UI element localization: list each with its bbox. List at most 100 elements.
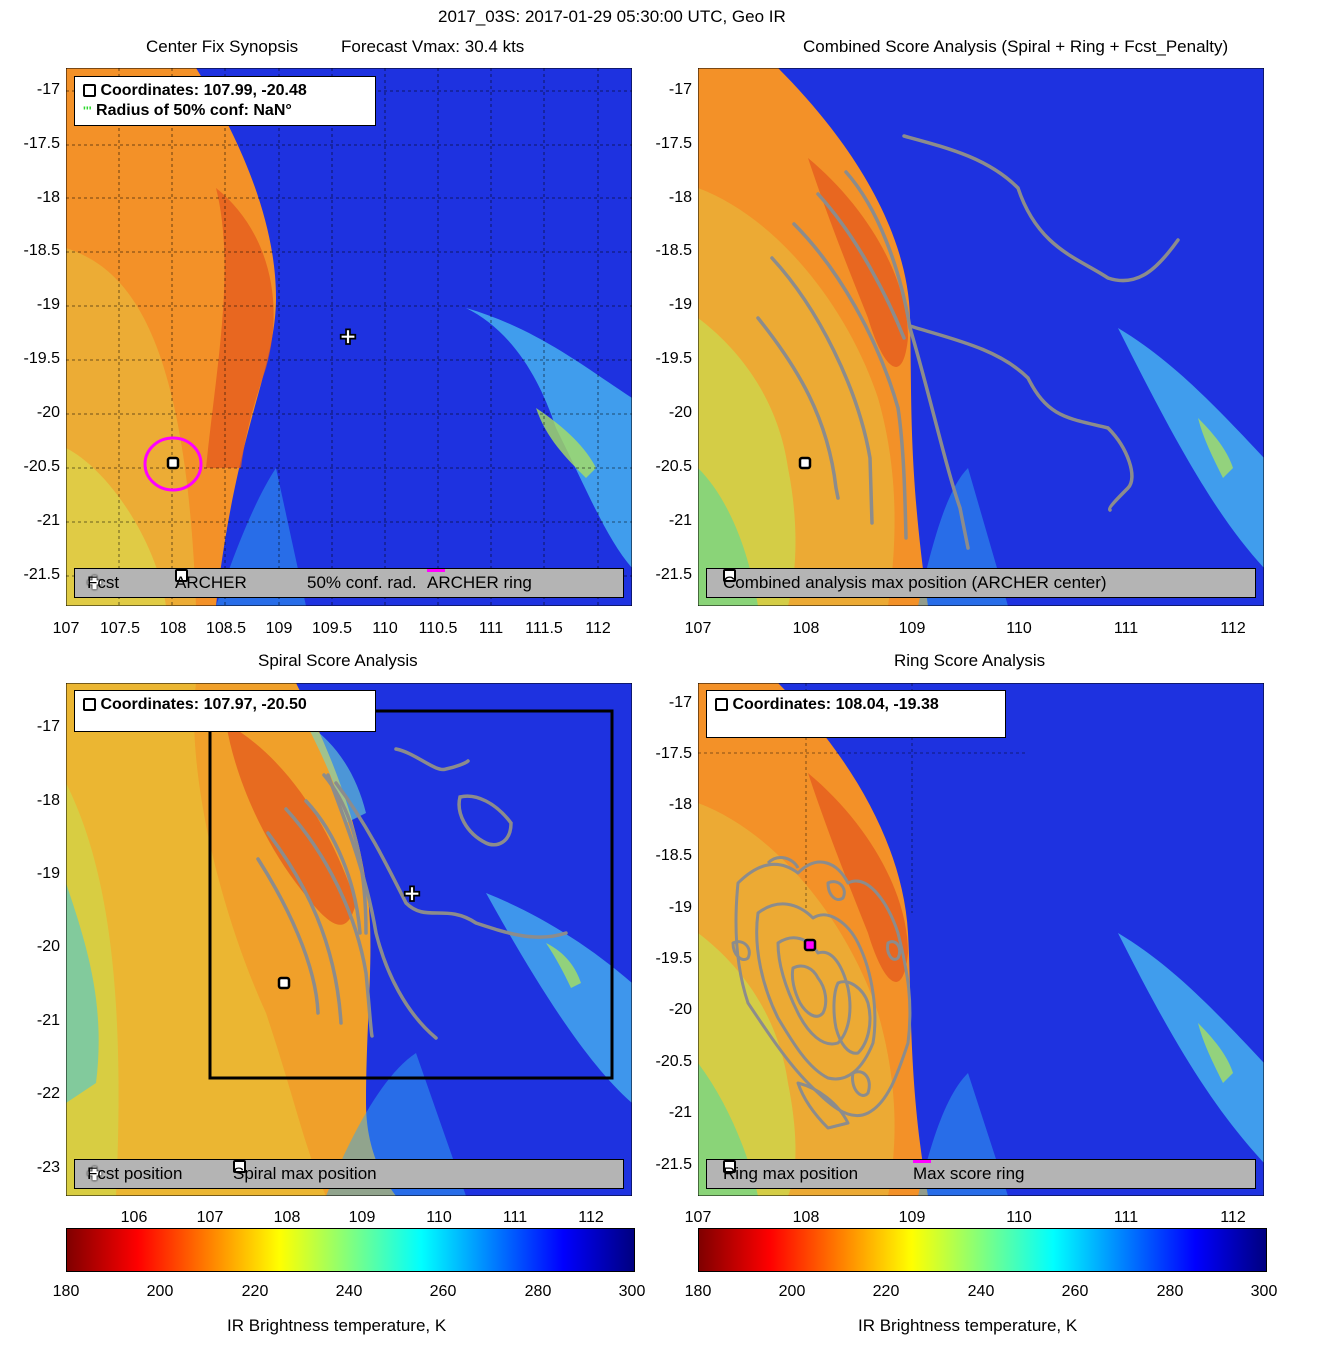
br-y-tick--19: -19 bbox=[668, 899, 692, 916]
br-y-tick--18: -18 bbox=[668, 796, 692, 813]
square-icon bbox=[723, 569, 736, 582]
fcst-marker: ✚ bbox=[340, 327, 357, 349]
bl-y-tick--23: -23 bbox=[36, 1159, 60, 1176]
bl-x-tick-110: 110 bbox=[426, 1209, 452, 1226]
bl-info-box: Coordinates: 107.97, -20.50 bbox=[74, 690, 376, 732]
br-y-tick--20.5: -20.5 bbox=[655, 1053, 692, 1070]
tl-y-tick--20.5: -20.5 bbox=[23, 458, 60, 475]
bl-legend: ✚ Fcst position Spiral max position bbox=[74, 1159, 624, 1189]
tl-x-tick-109.5: 109.5 bbox=[311, 620, 353, 637]
br-y-tick--21: -21 bbox=[668, 1104, 692, 1121]
legend-archer: ARCHER bbox=[175, 573, 247, 592]
tl-x-tick-111: 111 bbox=[478, 620, 504, 637]
tl-x-tick-110: 110 bbox=[372, 620, 398, 637]
legend-archer-ring: ARCHER ring bbox=[427, 573, 532, 592]
br-info-box: Coordinates: 108.04, -19.38 bbox=[706, 690, 1006, 738]
cbar-l-tick-180: 180 bbox=[52, 1283, 80, 1300]
cbar-r-tick-260: 260 bbox=[1061, 1283, 1089, 1300]
bl-y-tick--17: -17 bbox=[36, 718, 60, 735]
tl-y-tick--17.5: -17.5 bbox=[23, 135, 60, 152]
br-y-tick--17.5: -17.5 bbox=[655, 745, 692, 762]
bl-fcst-marker: ✚ bbox=[404, 884, 421, 906]
br-y-tick--17: -17 bbox=[668, 694, 692, 711]
colorbar-left bbox=[66, 1228, 635, 1272]
br-plot-area: Coordinates: 108.04, -19.38 Ring max pos… bbox=[698, 683, 1264, 1196]
archer-marker bbox=[166, 456, 180, 470]
tr-contours bbox=[756, 134, 1180, 550]
br-legend: Ring max position Max score ring bbox=[706, 1159, 1256, 1189]
tl-radius: Radius of 50% conf: NaN° bbox=[96, 102, 292, 119]
legend-ring-max: Ring max position bbox=[723, 1164, 859, 1183]
tl-y-tick--19: -19 bbox=[36, 296, 60, 313]
tl-x-tick-107: 107 bbox=[52, 620, 80, 637]
tl-y-tick--18.5: -18.5 bbox=[23, 242, 60, 259]
br-x-tick-109: 109 bbox=[898, 1209, 926, 1226]
bl-x-tick-108: 108 bbox=[273, 1209, 301, 1226]
tl-x-tick-112: 112 bbox=[585, 620, 611, 637]
br-x-tick-111: 111 bbox=[1113, 1209, 1139, 1226]
tr-max-marker bbox=[798, 456, 812, 470]
figure-title: 2017_03S: 2017-01-29 05:30:00 UTC, Geo I… bbox=[438, 7, 786, 26]
bl-plot-area: ✚ Coordinates: 107.97, -20.50 ✚ Fcst pos… bbox=[66, 683, 632, 1196]
tl-title-left: Center Fix Synopsis bbox=[146, 37, 299, 56]
bl-y-tick--20: -20 bbox=[36, 938, 60, 955]
br-coordinates: Coordinates: 108.04, -19.38 bbox=[732, 696, 939, 713]
tl-y-tick--21: -21 bbox=[36, 512, 60, 529]
tr-x-tick-110: 110 bbox=[1006, 620, 1032, 637]
tl-plot-area: ✚ Coordinates: 107.99, -20.48 ''' Radius… bbox=[66, 68, 632, 606]
ring-max-marker bbox=[803, 938, 817, 952]
br-x-tick-108: 108 bbox=[792, 1209, 820, 1226]
square-icon bbox=[715, 698, 728, 712]
tr-x-tick-111: 111 bbox=[1113, 620, 1139, 637]
tl-y-tick--18: -18 bbox=[36, 189, 60, 206]
cbar-l-tick-280: 280 bbox=[524, 1283, 552, 1300]
legend-fcst-position: Fcst position bbox=[87, 1164, 183, 1183]
tr-title: Combined Score Analysis (Spiral + Ring +… bbox=[803, 37, 1229, 56]
tr-y-tick--17: -17 bbox=[668, 81, 692, 98]
square-icon bbox=[175, 569, 188, 582]
cbar-l-tick-220: 220 bbox=[241, 1283, 269, 1300]
tr-y-tick--21.5: -21.5 bbox=[655, 566, 692, 583]
tl-y-tick--17: -17 bbox=[36, 81, 60, 98]
cbar-r-tick-280: 280 bbox=[1156, 1283, 1184, 1300]
bl-contours bbox=[256, 747, 568, 1040]
tr-y-tick--19: -19 bbox=[668, 296, 692, 313]
bl-x-tick-109: 109 bbox=[348, 1209, 376, 1226]
colorbar-right bbox=[698, 1228, 1267, 1272]
bl-title: Spiral Score Analysis bbox=[258, 651, 418, 670]
tl-x-tick-109: 109 bbox=[265, 620, 293, 637]
cbar-r-tick-180: 180 bbox=[684, 1283, 712, 1300]
legend-conf-rad: 50% conf. rad. bbox=[307, 573, 417, 592]
tr-y-tick--19.5: -19.5 bbox=[655, 350, 692, 367]
tr-y-tick--17.5: -17.5 bbox=[655, 135, 692, 152]
bl-y-tick--19: -19 bbox=[36, 865, 60, 882]
legend-max-score-ring: Max score ring bbox=[913, 1164, 1025, 1183]
br-x-tick-110: 110 bbox=[1006, 1209, 1032, 1226]
tl-legend: ✚ Fcst ARCHER 50% conf. rad. ARCHER ring bbox=[74, 568, 624, 598]
tl-y-tick--19.5: -19.5 bbox=[23, 350, 60, 367]
cbar-r-tick-300: 300 bbox=[1250, 1283, 1278, 1300]
cbar-l-tick-200: 200 bbox=[146, 1283, 174, 1300]
cbar-r-tick-200: 200 bbox=[778, 1283, 806, 1300]
tl-title-right: Forecast Vmax: 30.4 kts bbox=[341, 37, 525, 56]
br-title: Ring Score Analysis bbox=[894, 651, 1046, 670]
tl-x-tick-108: 108 bbox=[159, 620, 187, 637]
plus-icon: ✚ bbox=[87, 1164, 103, 1184]
tr-x-tick-108: 108 bbox=[792, 620, 820, 637]
br-contours bbox=[731, 856, 912, 1130]
bl-x-tick-111: 111 bbox=[502, 1209, 528, 1226]
tr-plot-area: Combined analysis max position (ARCHER c… bbox=[698, 68, 1264, 606]
br-y-tick--20: -20 bbox=[668, 1001, 692, 1018]
tr-y-tick--18: -18 bbox=[668, 189, 692, 206]
cbar-r-tick-240: 240 bbox=[967, 1283, 995, 1300]
tl-info-box: Coordinates: 107.99, -20.48 ''' Radius o… bbox=[74, 76, 376, 126]
br-y-tick--21.5: -21.5 bbox=[655, 1156, 692, 1173]
legend-combined: Combined analysis max position (ARCHER c… bbox=[723, 573, 1107, 592]
bl-y-tick--21: -21 bbox=[36, 1012, 60, 1029]
cbar-l-tick-240: 240 bbox=[335, 1283, 363, 1300]
legend-fcst: Fcst bbox=[87, 573, 120, 592]
tl-x-tick-107.5: 107.5 bbox=[99, 620, 141, 637]
square-icon bbox=[83, 84, 96, 98]
square-icon bbox=[723, 1160, 736, 1173]
square-icon bbox=[233, 1160, 246, 1173]
